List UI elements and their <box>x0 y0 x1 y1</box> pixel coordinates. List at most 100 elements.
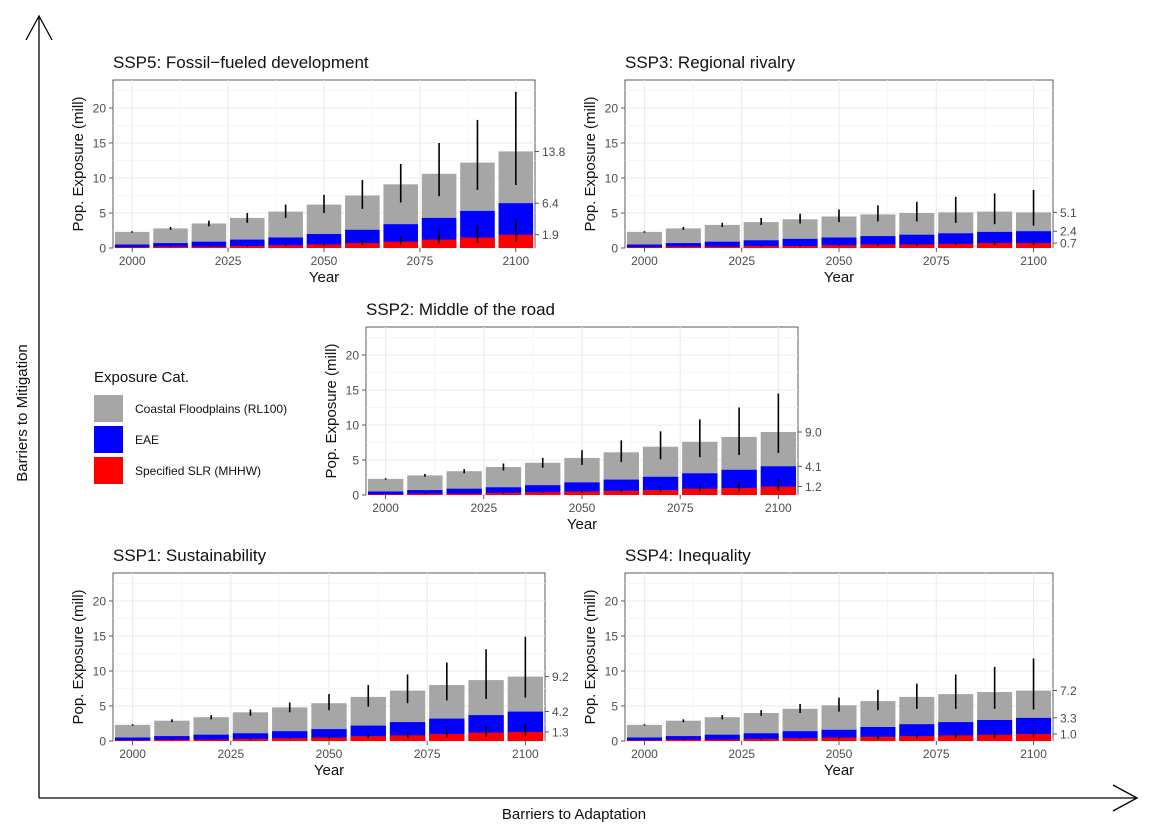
bar-slr <box>345 243 380 248</box>
bar-coastal <box>626 231 662 248</box>
panel-title: SSP4: Inequality <box>625 546 751 565</box>
x-tick-label: 2050 <box>826 254 853 268</box>
bar-slr <box>860 244 896 248</box>
x-axis-label: Year <box>309 269 339 286</box>
bar-eae <box>114 244 150 248</box>
bar-eae <box>782 731 818 741</box>
bar-slr <box>782 738 818 741</box>
bar-slr <box>626 247 662 248</box>
panel-ssp1: 0 5 10 15 20 2000 2025 2050 2075 2100 9.2 4.2 1.3 SSP… <box>70 546 569 779</box>
y-tick-label: 10 <box>346 419 360 433</box>
bar-slr <box>191 246 227 248</box>
bar-slr <box>485 492 522 495</box>
bar-eae <box>367 491 404 495</box>
bar-coastal <box>114 724 151 741</box>
end-value-label: 9.0 <box>805 426 822 440</box>
bar-eae <box>446 488 482 495</box>
bar-slr <box>232 738 269 741</box>
bar-slr <box>821 737 857 741</box>
bar-slr <box>350 736 386 741</box>
bar-slr <box>782 245 818 248</box>
bar-eae <box>193 734 229 741</box>
bar-eae <box>821 729 857 741</box>
x-axis-label: Year <box>824 762 854 779</box>
panel-ssp2: 0 5 10 15 20 2000 2025 2050 2075 2100 9.0 4.1 1.2 SSP… <box>323 300 822 533</box>
bar-slr <box>367 494 404 495</box>
bar-slr <box>665 246 701 248</box>
bar-eae <box>232 733 269 741</box>
bar-slr <box>193 739 229 741</box>
bar-slr <box>154 739 190 741</box>
y-tick-label: 0 <box>611 735 618 749</box>
bar-slr <box>383 241 418 248</box>
bar-eae <box>782 238 818 248</box>
bar-slr <box>525 492 561 495</box>
y-tick-label: 20 <box>346 349 360 363</box>
panel-ssp5: 0 5 10 15 20 2000 2025 2050 2075 2100 13.8 6.4 1.9 SS… <box>70 53 566 286</box>
x-tick-label: 2075 <box>923 747 950 761</box>
y-axis-label: Pop. Exposure (mill) <box>582 96 599 231</box>
panel-title: SSP2: Middle of the road <box>366 300 555 319</box>
end-value-label: 4.1 <box>805 460 822 474</box>
y-axis-label: Pop. Exposure (mill) <box>323 343 340 478</box>
bar-eae <box>154 736 190 741</box>
end-value-label: 9.2 <box>552 670 569 684</box>
bar-eae <box>665 736 701 741</box>
y-tick-label: 15 <box>605 137 619 151</box>
bar-slr <box>938 243 974 248</box>
bar-slr <box>642 490 679 495</box>
legend-swatch-eae <box>94 426 123 453</box>
x-tick-label: 2100 <box>1020 254 1047 268</box>
bar-slr <box>821 245 857 248</box>
end-value-label: 7.2 <box>1060 684 1077 698</box>
panel-ssp4: 0 5 10 15 20 2000 2025 2050 2075 2100 7.2 3.3 1.0 SSP… <box>582 546 1077 779</box>
bar-eae <box>860 236 896 248</box>
x-tick-label: 2100 <box>765 501 792 515</box>
legend-label-eae: EAE <box>135 432 160 447</box>
bar-slr <box>564 491 600 495</box>
end-value-label: 13.8 <box>542 145 566 159</box>
bar-slr <box>743 245 779 248</box>
y-tick-label: 5 <box>611 207 618 221</box>
bar-eae <box>153 243 188 248</box>
bar-eae <box>743 240 779 248</box>
y-tick-label: 15 <box>93 137 107 151</box>
x-tick-label: 2000 <box>372 501 399 515</box>
legend-label-slr: Specified SLR (MHHW) <box>135 463 262 478</box>
bar-eae <box>272 731 308 741</box>
mitigation-axis-arrowhead <box>25 14 53 41</box>
legend-item-slr: Specified SLR (MHHW) <box>94 456 324 485</box>
bar-slr <box>603 490 639 495</box>
x-tick-label: 2075 <box>667 501 694 515</box>
y-tick-label: 0 <box>611 242 618 256</box>
y-axis-label: Pop. Exposure (mill) <box>70 96 87 231</box>
end-value-label: 1.3 <box>552 725 569 739</box>
legend-item-eae: EAE <box>94 425 324 454</box>
bar-slr <box>114 740 151 741</box>
x-tick-label: 2100 <box>1020 747 1047 761</box>
bar-eae <box>626 737 662 741</box>
adaptation-axis-arrowhead <box>1112 784 1139 812</box>
y-tick-label: 0 <box>99 242 106 256</box>
bar-coastal <box>665 720 701 741</box>
x-tick-label: 2000 <box>631 747 658 761</box>
bar-coastal <box>114 231 150 248</box>
y-tick-label: 15 <box>93 630 107 644</box>
y-tick-label: 5 <box>611 700 618 714</box>
bar-slr <box>977 243 1013 248</box>
panel-title: SSP5: Fossil−fueled development <box>113 53 369 72</box>
end-value-label: 3.3 <box>1060 711 1077 725</box>
bar-eae <box>743 733 779 741</box>
y-tick-label: 20 <box>605 102 619 116</box>
x-tick-label: 2100 <box>502 254 529 268</box>
bar-eae <box>704 734 740 741</box>
y-tick-label: 10 <box>93 172 107 186</box>
bar-eae <box>191 241 227 248</box>
y-tick-label: 0 <box>352 489 359 503</box>
bar-slr <box>899 736 935 741</box>
bar-slr <box>665 739 701 741</box>
bar-coastal <box>367 478 404 495</box>
y-tick-label: 5 <box>99 207 106 221</box>
bar-slr <box>704 739 740 741</box>
